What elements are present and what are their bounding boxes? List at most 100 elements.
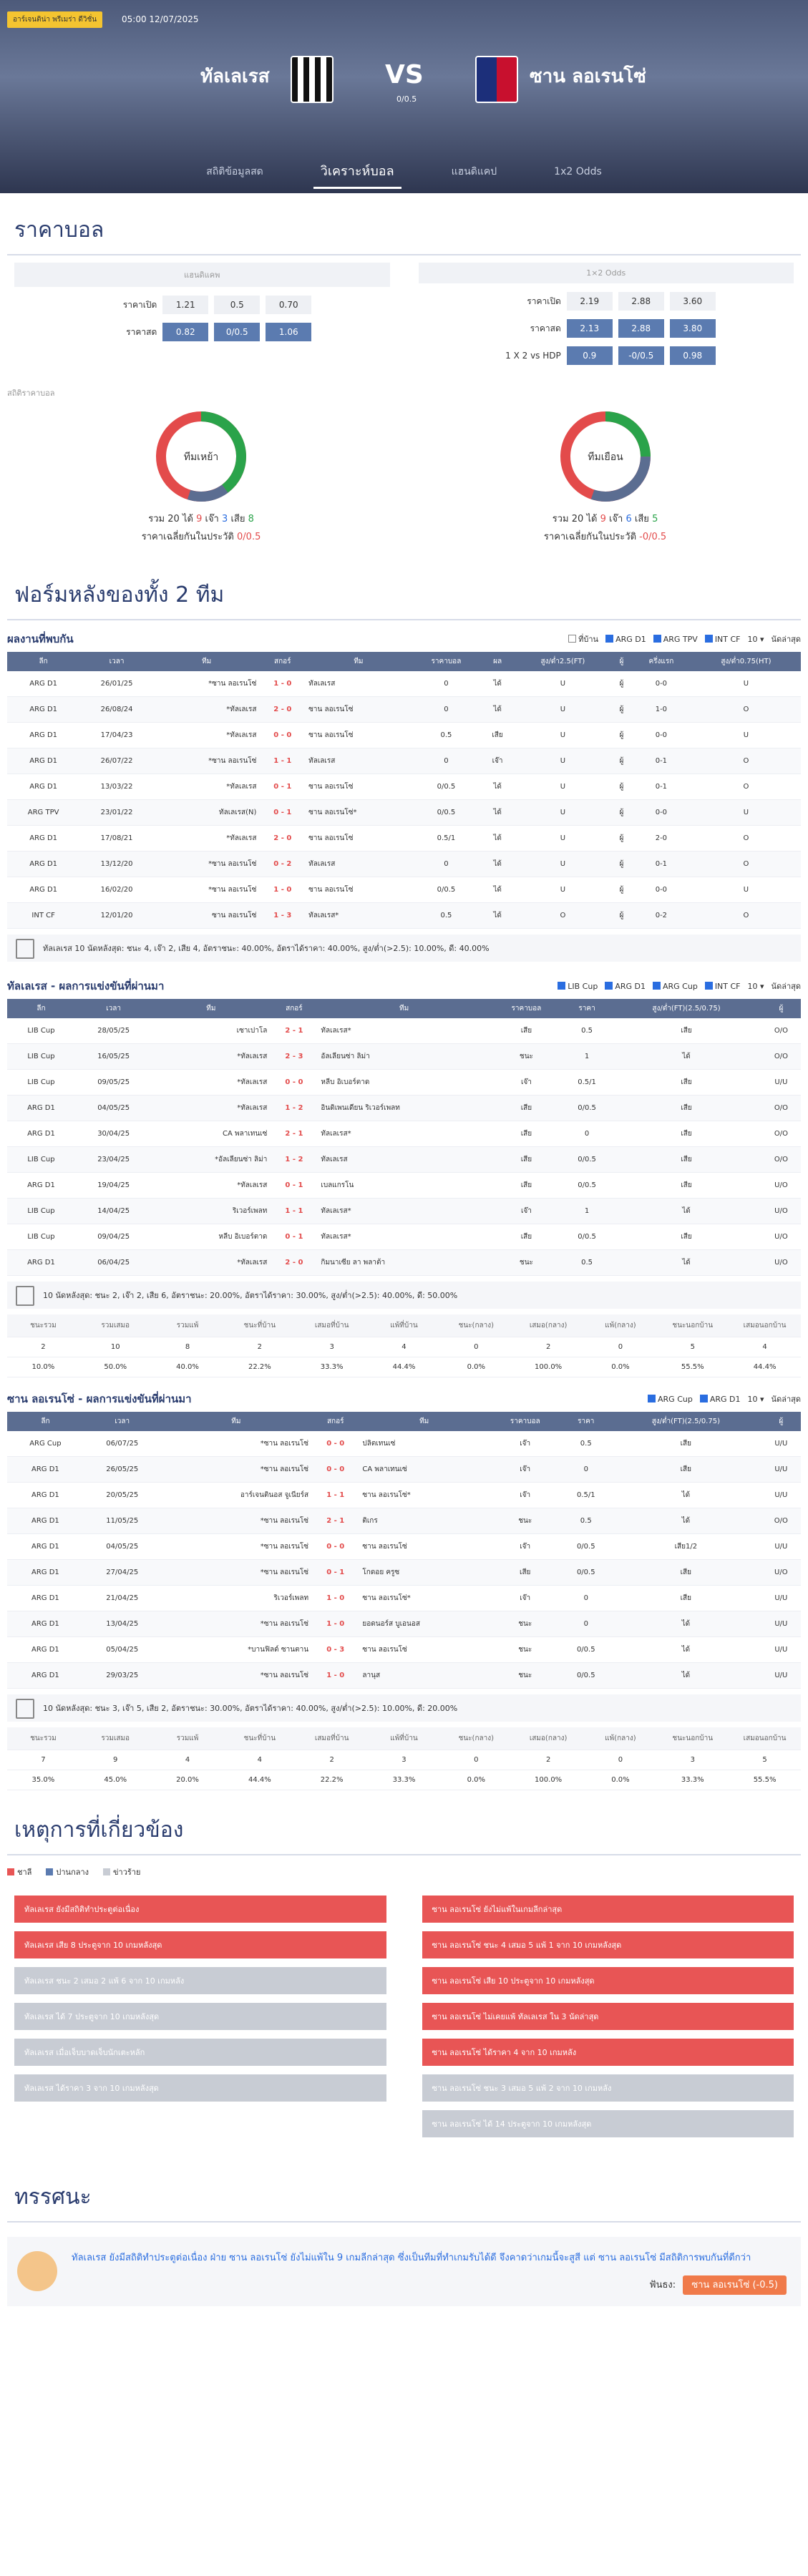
filter-arg-d1[interactable]: ARG D1 (605, 981, 646, 991)
table-cell: ได้ (481, 851, 514, 877)
filter-arg-tpv[interactable]: ARG TPV (653, 634, 698, 644)
column-header: ราคาบอล (488, 1412, 562, 1431)
table-row[interactable]: LIB Cup 16/05/25 *ทัลเลเรส 2 - 3 อัลเลียนซ่า… (7, 1043, 801, 1070)
match-count-select[interactable]: 10 ▾ (747, 1394, 764, 1404)
table-cell: 0-0 (631, 722, 691, 748)
table-row[interactable]: ARG D1 13/12/20 *ซาน ลอเรนโซ่ 0 - 2 ทัลเลเรส… (7, 851, 801, 877)
table-cell: U (691, 799, 801, 826)
table-row[interactable]: ARG D1 27/04/25 *ซาน ลอเรนโซ่ 0 - 1 โกดอย คร… (7, 1559, 801, 1586)
odds-value: 2.88 (618, 319, 664, 338)
table-cell: เสีย (611, 1224, 761, 1250)
filter-lib-cup[interactable]: LIB Cup (558, 981, 598, 991)
table-row[interactable]: INT CF 12/01/20 ซาน ลอเรนโซ่ 1 - 3 ทัลเลเรส*… (7, 902, 801, 929)
table-cell: เสีย (611, 1146, 761, 1173)
table-cell: 26/01/25 (79, 671, 154, 697)
table-cell: ได้ (481, 877, 514, 903)
table-cell: ซาน ลอเรนโซ่ (359, 1533, 489, 1560)
table-cell: เสีย (610, 1559, 761, 1586)
pick-button[interactable]: ซาน ลอเรนโซ่ (-0.5) (683, 2275, 787, 2295)
tab-analysis[interactable]: วิเคราะห์บอล (313, 155, 401, 189)
table-cell: *ทัลเลเรส (153, 722, 260, 748)
table-row[interactable]: ARG D1 26/07/22 *ซาน ลอเรนโซ่ 1 - 1 ทัลเลเรส… (7, 748, 801, 774)
filter-int-cf[interactable]: INT CF (704, 981, 741, 991)
table-cell: 0 - 1 (311, 1559, 360, 1586)
column-header: ผู้ (761, 999, 801, 1018)
table-row[interactable]: ARG D1 13/03/22 *ทัลเลเรส 0 - 1 ซาน ลอเรนโซ่… (7, 774, 801, 800)
tab-live-stats[interactable]: สถิติข้อมูลสด (206, 166, 263, 177)
table-cell: ทัลเลเรส (318, 1146, 490, 1173)
tab-handicap[interactable]: แฮนดิแคป (451, 166, 497, 177)
table-row[interactable]: LIB Cup 14/04/25 ริเวอร์เพลท 1 - 1 ทัลเลเรส*… (7, 1198, 801, 1224)
home-avg-line: ราคาเฉลี่ยกันในประวัติ 0/0.5 (141, 532, 261, 542)
table-cell: ARG D1 (7, 748, 80, 774)
filter-int-cf[interactable]: INT CF (704, 634, 741, 644)
table-row[interactable]: ARG D1 16/02/20 *ซาน ลอเรนโซ่ 1 - 0 ซาน ลอเร… (7, 877, 801, 903)
filter-arg-cup[interactable]: ARG Cup (648, 1394, 693, 1404)
table-cell: ซาน ลอเรนโซ่ (306, 825, 412, 852)
note-icon (16, 1286, 34, 1306)
table-cell: *ซาน ลอเรนโซ่ (160, 1508, 312, 1534)
event-item: ทัลเลเรส เมื่อเจ็บบาดเจ็บนักเตะหลัก (14, 2039, 386, 2066)
filter-arg-d1[interactable]: ARG D1 (605, 634, 646, 644)
table-row[interactable]: ARG D1 30/04/25 CA พลาเทนเซ่ 2 - 1 ทัลเลเรส*… (7, 1121, 801, 1147)
match-count-select[interactable]: 10 ▾ (747, 981, 764, 991)
table-row[interactable]: ARG D1 26/01/25 *ซาน ลอเรนโซ่ 1 - 0 ทัลเลเรส… (7, 671, 801, 697)
table-cell: 0 - 0 (311, 1431, 360, 1457)
table-cell: 30/04/25 (74, 1121, 152, 1147)
table-row[interactable]: ARG D1 04/05/25 *ซาน ลอเรนโซ่ 0 - 0 ซาน ลอเร… (7, 1533, 801, 1560)
table-row[interactable]: LIB Cup 28/05/25 เซาเปาโล 2 - 1 ทัลเลเรส* เสี… (7, 1018, 801, 1044)
table-row[interactable]: ARG D1 29/03/25 *ซาน ลอเรนโซ่ 1 - 0 ลานุส ชนะ… (7, 1662, 801, 1689)
tab-1x2-odds[interactable]: 1x2 Odds (554, 166, 602, 177)
table-cell: ทัลเลเรส (306, 851, 412, 877)
column-header: ทีม (160, 1412, 312, 1431)
table-row[interactable]: ARG Cup 06/07/25 *ซาน ลอเรนโซ่ 0 - 0 ปลิตเทน… (7, 1431, 801, 1457)
home-team-name: ทัลเลเรส (200, 66, 270, 87)
away-team-name: ซาน ลอเรนโซ่ (530, 66, 646, 87)
table-row[interactable]: ARG D1 20/05/25 อาร์เจนตินอส จูเนียร์ส 1 - … (7, 1482, 801, 1508)
table-row[interactable]: ARG D1 04/05/25 *ทัลเลเรส 1 - 2 อินดิเพนเดีย… (7, 1095, 801, 1121)
table-row[interactable]: ARG D1 11/05/25 *ซาน ลอเรนโซ่ 2 - 1 ติเกร ชนะ… (7, 1508, 801, 1534)
donut-draw-arc (156, 411, 247, 502)
table-row[interactable]: LIB Cup 23/04/25 *อัลเลียนซ่า ลิม่า 1 - 2 ทั… (7, 1146, 801, 1173)
table-cell: เจ๊า (488, 1431, 562, 1457)
grid-percent: 0.0% (439, 1770, 512, 1790)
grid-value: 2 (512, 1750, 585, 1770)
table-cell: 27/04/25 (83, 1559, 161, 1586)
table-row[interactable]: ARG D1 17/08/21 *ทัลเลเรส 2 - 0 ซาน ลอเรนโซ่… (7, 825, 801, 852)
filter-arg-d1[interactable]: ARG D1 (699, 1394, 741, 1404)
table-row[interactable]: ARG D1 13/04/25 *ซาน ลอเรนโซ่ 1 - 0 ยอดนอร์ส… (7, 1611, 801, 1637)
table-row[interactable]: ARG D1 26/08/24 *ทัลเลเรส 2 - 0 ซาน ลอเรนโซ่… (7, 696, 801, 723)
x12-odds-box: 1×2 Odds ราคาเปิด 2.19 2.88 3.60 ราคาสด … (418, 263, 794, 365)
away-stat-grid: ชนะรวม รวมเสมอ รวมแพ้ ชนะที่บ้าน เสมอที่บ้าน… (7, 1727, 801, 1790)
table-cell: ได้ (610, 1508, 761, 1534)
table-cell: 0/0.5 (561, 1662, 611, 1689)
pick-label: ฟันธง: (649, 2280, 676, 2290)
table-row[interactable]: ARG TPV 23/01/22 ทัลเลเรส(N) 0 - 1 ซาน ลอเรน… (7, 799, 801, 826)
home-recent-title-bar: ทัลเลเรส - ผลการแข่งขันที่ผ่านมา LIB Cup… (0, 967, 808, 999)
table-cell: 28/05/25 (74, 1018, 152, 1044)
table-row[interactable]: LIB Cup 09/04/25 หลีบ อิเบอร์ตาด 0 - 1 ทัลเล… (7, 1224, 801, 1250)
filter-home[interactable]: ที่บ้าน (568, 633, 598, 645)
league-badge[interactable]: อาร์เจนติน่า พรีเมร่า ดีวิชั่น (7, 11, 103, 28)
table-row[interactable]: ARG D1 19/04/25 *ทัลเลเรส 0 - 1 เบลแกรโน เสีย… (7, 1172, 801, 1199)
vs-label: VS (385, 60, 424, 89)
filter-arg-cup[interactable]: ARG Cup (652, 981, 698, 991)
table-cell: ผู้ (611, 902, 631, 929)
table-row[interactable]: ARG D1 06/04/25 *ทัลเลเรส 2 - 0 กิมนาเซีย ลา… (7, 1249, 801, 1276)
table-cell: เจ๊า (488, 1482, 562, 1508)
donut-win-arc (156, 411, 247, 502)
table-cell: 0/0.5 (561, 1559, 611, 1586)
table-cell: ARG D1 (7, 774, 80, 800)
table-cell: 0/0.5 (561, 1533, 611, 1560)
table-row[interactable]: ARG D1 21/04/25 ริเวอร์เพลท 1 - 0 ซาน ลอเรนโ… (7, 1585, 801, 1611)
column-header: ผล (481, 652, 514, 671)
table-cell: *ทัลเลเรส (152, 1043, 271, 1070)
table-cell: หลีบ อิเบอร์ตาด (152, 1224, 271, 1250)
table-row[interactable]: ARG D1 17/04/23 *ทัลเลเรส 0 - 0 ซาน ลอเรนโซ่… (7, 722, 801, 748)
table-row[interactable]: ARG D1 05/04/25 *บานฟิลด์ ซานตาน 0 - 3 ซาน ล… (7, 1636, 801, 1663)
match-count-select[interactable]: 10 ▾ (747, 634, 764, 644)
table-row[interactable]: LIB Cup 09/05/25 *ทัลเลเรส 0 - 0 หลีบ อิเบอร… (7, 1069, 801, 1096)
column-header: สูง/ต่ำ2.5(FT) (513, 652, 612, 671)
table-row[interactable]: ARG D1 26/05/25 *ซาน ลอเรนโซ่ 0 - 0 CA พลาเท… (7, 1456, 801, 1483)
event-item: ซาน ลอเรนโซ่ ไม่เคยแพ้ ทัลเลเรส ใน 3 นัด… (422, 2003, 794, 2030)
